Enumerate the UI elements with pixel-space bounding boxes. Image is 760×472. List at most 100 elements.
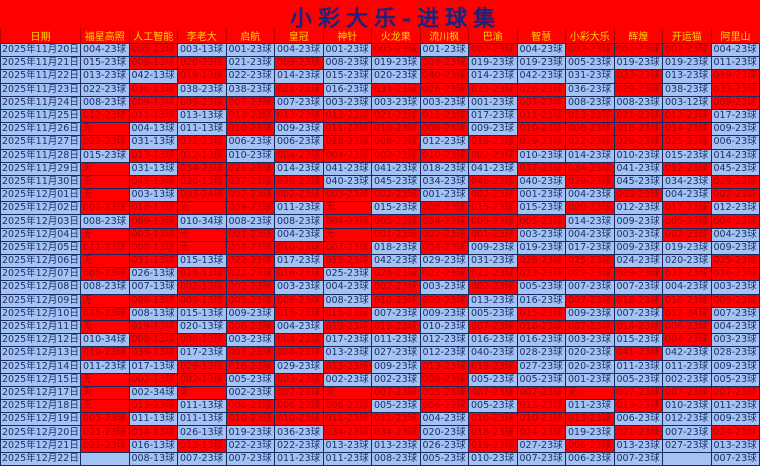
prediction-cell[interactable]: 003-23球	[225, 333, 275, 348]
prediction-cell[interactable]: 005-23球	[419, 451, 469, 467]
prediction-cell[interactable]: 010-23球	[662, 293, 712, 308]
prediction-cell[interactable]: 012-23球	[80, 108, 130, 124]
prediction-cell[interactable]: 001-23球	[468, 227, 518, 242]
prediction-cell[interactable]: 无	[80, 161, 130, 176]
prediction-cell[interactable]: 011-23球	[80, 240, 130, 256]
prediction-cell[interactable]: 008-13球	[128, 293, 178, 308]
prediction-cell[interactable]: 005-23球	[468, 306, 518, 321]
prediction-cell[interactable]: 016-23球	[516, 333, 566, 348]
prediction-cell[interactable]: 019-23球	[468, 438, 518, 453]
prediction-cell[interactable]: 003-13球	[128, 188, 178, 203]
prediction-cell[interactable]: 002-23球	[565, 42, 615, 58]
date-cell[interactable]: 2025年12月21日	[0, 438, 81, 453]
prediction-cell[interactable]: 013-23球	[468, 293, 518, 308]
prediction-cell[interactable]: 007-23球	[613, 280, 663, 295]
prediction-cell[interactable]: 027-23球	[371, 346, 421, 361]
prediction-cell[interactable]: 018-13球	[128, 201, 178, 216]
prediction-cell[interactable]: 018-23球	[613, 122, 663, 137]
prediction-cell[interactable]: 002-23球	[371, 280, 421, 295]
prediction-cell[interactable]: 010-23球	[468, 412, 518, 427]
prediction-cell[interactable]: 010-23球	[516, 148, 566, 163]
date-cell[interactable]: 2025年12月08日	[0, 280, 81, 295]
prediction-cell[interactable]: 004-13球	[128, 122, 178, 137]
prediction-cell[interactable]: 041-23球	[613, 161, 663, 176]
prediction-cell[interactable]: 003-23球	[322, 188, 372, 203]
date-cell[interactable]: 2025年11月20日	[0, 42, 81, 58]
prediction-cell[interactable]: 019-23球	[225, 425, 275, 440]
prediction-cell[interactable]: 033-23球	[371, 82, 421, 97]
prediction-cell[interactable]: 029-23球	[516, 135, 566, 150]
prediction-cell[interactable]: 005-23球	[225, 372, 275, 387]
prediction-cell[interactable]: 025-23球	[322, 267, 372, 282]
prediction-cell[interactable]: 018-23球	[516, 319, 566, 335]
prediction-cell[interactable]: 003-23球	[274, 372, 324, 387]
prediction-cell[interactable]: 009-23球	[710, 412, 760, 427]
prediction-cell[interactable]: 004-23球	[710, 214, 760, 229]
prediction-cell[interactable]: 无	[80, 188, 130, 203]
prediction-cell[interactable]: 013-23球	[274, 108, 324, 124]
prediction-cell[interactable]: 018-23球	[468, 425, 518, 440]
date-cell[interactable]: 2025年12月07日	[0, 267, 81, 282]
prediction-cell[interactable]: 003-12球	[662, 95, 712, 110]
prediction-cell[interactable]: 004-23球	[274, 333, 324, 348]
prediction-cell[interactable]: 011-23球	[613, 359, 663, 374]
prediction-cell[interactable]: 002-23球	[662, 372, 712, 387]
column-header[interactable]: 开运猫	[662, 28, 711, 44]
prediction-cell[interactable]: 无	[80, 399, 130, 414]
date-cell[interactable]: 2025年11月23日	[0, 82, 81, 97]
prediction-cell[interactable]: 009-23球	[565, 306, 615, 321]
date-cell[interactable]: 2025年12月15日	[0, 372, 81, 387]
date-cell[interactable]: 2025年11月22日	[0, 69, 81, 84]
prediction-cell[interactable]: 021-23球	[80, 438, 130, 453]
column-header[interactable]: 皇冠	[274, 28, 323, 44]
column-header[interactable]: 巴渝	[468, 28, 517, 44]
prediction-cell[interactable]: 002-23球	[613, 42, 663, 58]
prediction-cell[interactable]: 022-23球	[565, 135, 615, 150]
prediction-cell[interactable]: 009-13球	[177, 293, 227, 308]
prediction-cell[interactable]: 009-13球	[128, 95, 178, 110]
date-cell[interactable]: 2025年12月10日	[0, 306, 81, 321]
prediction-cell[interactable]: 034-23球	[662, 174, 712, 190]
prediction-cell[interactable]: 009-23球	[565, 201, 615, 216]
prediction-cell[interactable]: 013-23球	[516, 399, 566, 414]
prediction-cell[interactable]: 024-23球	[516, 425, 566, 440]
prediction-cell[interactable]: 002-23球	[468, 280, 518, 295]
prediction-cell[interactable]: 029-23球	[274, 359, 324, 374]
prediction-cell[interactable]: 004-23球	[80, 42, 130, 58]
prediction-cell[interactable]: 024-23球	[613, 253, 663, 269]
column-header[interactable]: 流川枫	[419, 28, 469, 44]
prediction-cell[interactable]: 006-23球	[274, 135, 324, 150]
prediction-cell[interactable]: 007-23球	[613, 385, 663, 401]
prediction-cell[interactable]: 011-13球	[128, 412, 178, 427]
prediction-cell[interactable]: 008-13球	[128, 333, 178, 348]
prediction-cell[interactable]: 010-34球	[177, 214, 227, 229]
prediction-cell[interactable]: 019-23球	[322, 319, 372, 335]
date-cell[interactable]: 2025年12月09日	[0, 293, 81, 308]
prediction-cell[interactable]: 013-23球	[613, 399, 663, 414]
prediction-cell[interactable]: 017-23球	[565, 240, 615, 256]
column-header[interactable]: 火龙果	[371, 28, 420, 44]
prediction-cell[interactable]: 007-23球	[274, 385, 324, 401]
prediction-cell[interactable]: 004-23球	[322, 214, 372, 229]
prediction-cell[interactable]: 007-23球	[516, 385, 566, 401]
prediction-cell[interactable]: 013-23球	[371, 438, 421, 453]
prediction-cell[interactable]: 041-23球	[371, 161, 421, 176]
prediction-cell[interactable]: 008-23球	[322, 56, 372, 71]
prediction-cell[interactable]: 012-23球	[662, 161, 712, 176]
prediction-cell[interactable]: 020-23球	[371, 69, 421, 84]
date-cell[interactable]: 2025年12月03日	[0, 214, 81, 229]
prediction-cell[interactable]: 011-23球	[371, 412, 421, 427]
prediction-cell[interactable]: 008-23球	[419, 201, 469, 216]
prediction-cell[interactable]: 036-23球	[565, 82, 615, 97]
prediction-cell[interactable]: 019-23球	[662, 56, 712, 71]
prediction-cell[interactable]: 无	[322, 385, 372, 401]
prediction-cell[interactable]: 036-13球	[177, 174, 227, 190]
prediction-cell[interactable]: 017-23球	[662, 201, 712, 216]
prediction-cell[interactable]: 010-23球	[371, 293, 421, 308]
prediction-cell[interactable]: 007-23球	[710, 385, 760, 401]
prediction-cell[interactable]: 019-23球	[565, 425, 615, 440]
prediction-cell[interactable]: 038-23球	[225, 82, 275, 97]
prediction-cell[interactable]: 004-23球	[710, 319, 760, 335]
prediction-cell[interactable]: 003-23球	[419, 280, 469, 295]
prediction-cell[interactable]: 无	[80, 372, 130, 387]
